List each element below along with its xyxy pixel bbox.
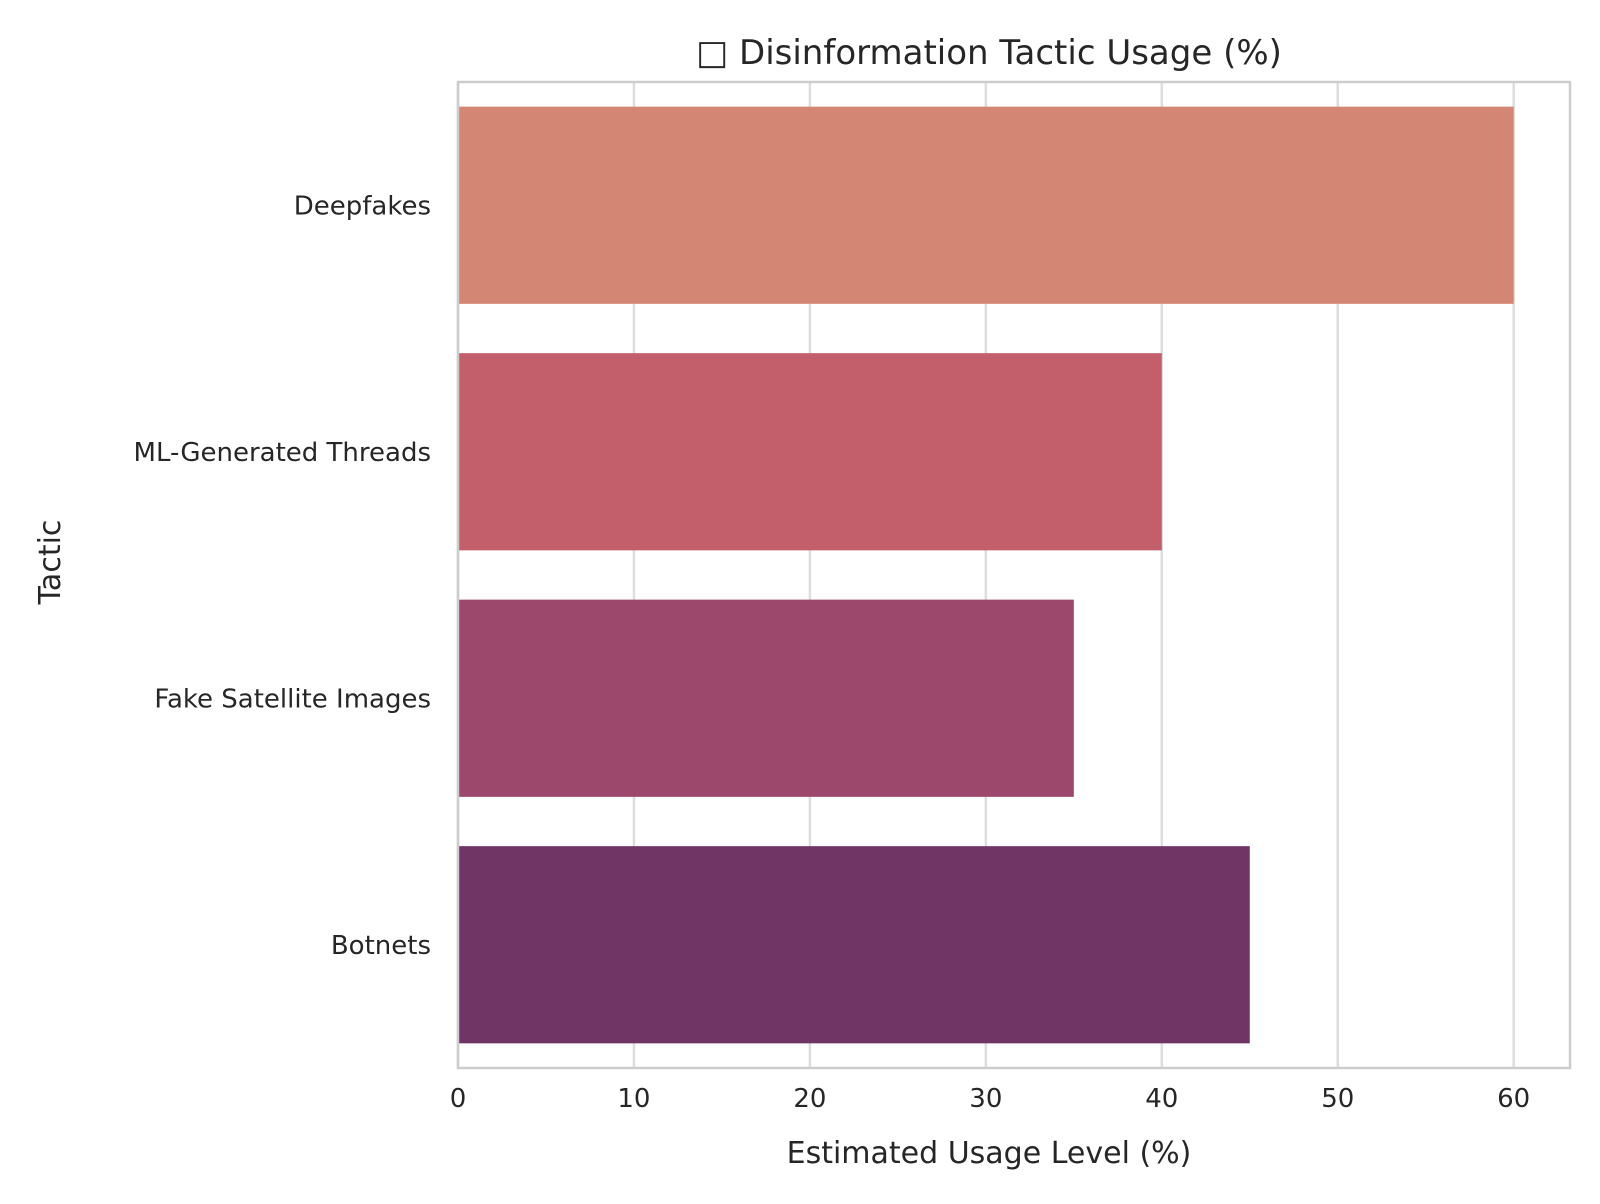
category-label: ML-Generated Threads	[134, 438, 431, 468]
category-label: Botnets	[331, 931, 431, 961]
x-tick-label: 50	[1321, 1084, 1354, 1114]
category-label: Deepfakes	[294, 191, 431, 221]
x-tick-label: 0	[450, 1084, 467, 1114]
x-tick-labels: 0 10 20 30 40 50 60	[450, 1084, 1531, 1114]
category-labels: Deepfakes ML-Generated Threads Fake Satell…	[134, 191, 431, 961]
bar	[458, 846, 1250, 1044]
category-label: Fake Satellite Images	[154, 684, 431, 714]
chart-title: □ Disinformation Tactic Usage (%)	[696, 33, 1282, 73]
x-tick-label: 10	[617, 1084, 650, 1114]
y-axis-title: Tactic	[33, 520, 68, 606]
x-tick-label: 30	[969, 1084, 1002, 1114]
bar	[458, 599, 1074, 797]
x-tick-label: 20	[793, 1084, 826, 1114]
plot-frame	[456, 80, 1572, 1070]
bars	[458, 106, 1514, 1044]
bar	[458, 353, 1162, 551]
x-tick-label: 40	[1145, 1084, 1178, 1114]
x-axis-title: Estimated Usage Level (%)	[787, 1136, 1192, 1171]
bar	[458, 106, 1514, 304]
x-tick-label: 60	[1497, 1084, 1530, 1114]
